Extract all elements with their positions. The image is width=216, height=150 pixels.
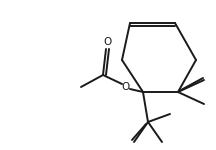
Text: O: O xyxy=(122,82,130,92)
Text: O: O xyxy=(103,37,111,47)
